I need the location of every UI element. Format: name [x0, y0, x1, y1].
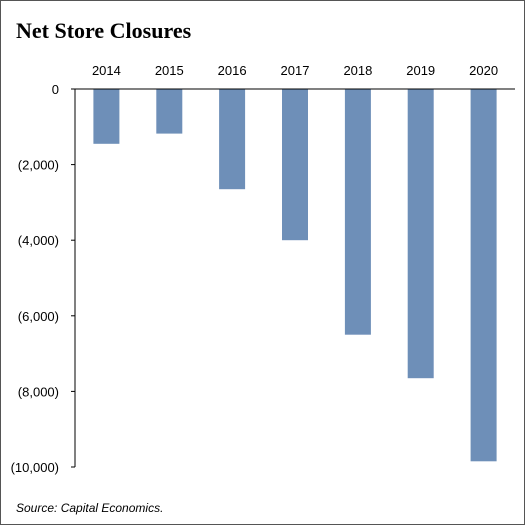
bar-2015: [156, 89, 183, 134]
x-tick-label: 2017: [281, 63, 310, 78]
chart-title: Net Store Closures: [16, 18, 192, 43]
bar-2016: [219, 89, 246, 190]
bar-2018: [344, 89, 371, 335]
y-tick-label: (8,000): [18, 384, 59, 399]
x-tick-label: 2014: [92, 63, 121, 78]
x-tick-label: 2020: [469, 63, 498, 78]
y-tick-label: (2,000): [18, 158, 59, 173]
source-note: Source: Capital Economics.: [16, 501, 163, 515]
x-tick-label: 2018: [343, 63, 372, 78]
y-tick-label: (6,000): [18, 309, 59, 324]
x-tick-label: 2019: [406, 63, 435, 78]
y-tick-label: (10,000): [11, 460, 59, 475]
bar-2019: [407, 89, 434, 379]
x-tick-labels: 2014 2015 2016 2017 2018 2019 2020: [92, 63, 498, 78]
bar-2017: [282, 89, 308, 241]
x-tick-label: 2016: [218, 63, 247, 78]
y-tick-label: 0: [52, 82, 59, 97]
bar-2020: [470, 89, 497, 462]
y-tick-labels: 0 (2,000) (4,000) (6,000) (8,000) (10,000): [11, 82, 75, 475]
y-tick-label: (4,000): [18, 233, 59, 248]
bars: [93, 89, 497, 462]
x-tick-label: 2015: [155, 63, 184, 78]
bar-2014: [93, 89, 120, 144]
